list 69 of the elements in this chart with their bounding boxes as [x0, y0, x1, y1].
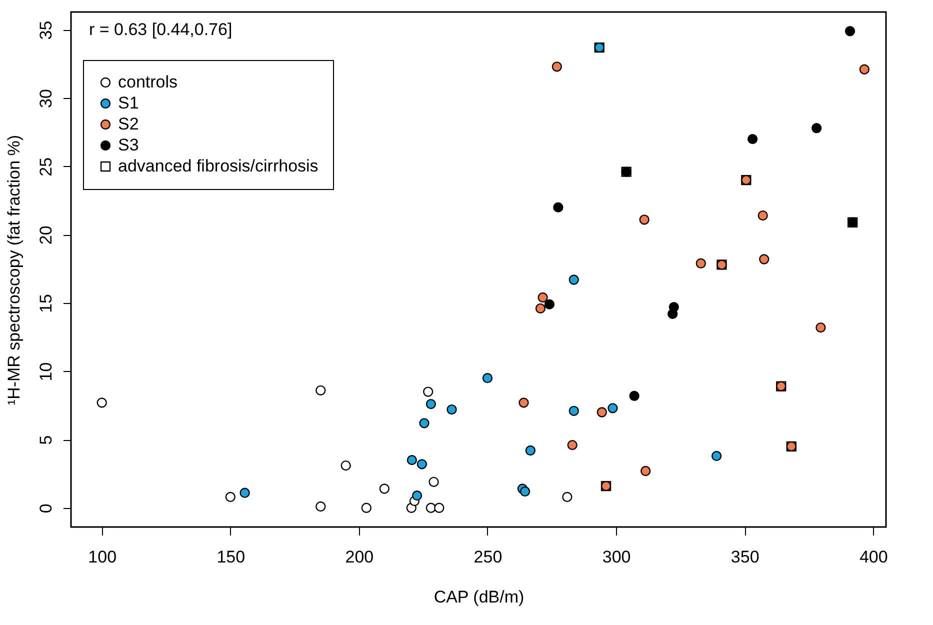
point: [640, 466, 651, 476]
legend-label: controls: [118, 72, 178, 92]
point: [712, 450, 722, 462]
point: [96, 398, 107, 408]
y-axis-title: ¹H-MR spectroscopy (fat fraction %): [4, 134, 24, 406]
point: [747, 134, 758, 144]
point: [426, 502, 436, 513]
x-tick-label: 300: [602, 548, 631, 566]
y-tick-label: 35: [36, 20, 56, 40]
x-tick-label: 400: [859, 548, 888, 566]
point: [567, 440, 578, 450]
point: [520, 486, 530, 497]
y-tick-label: 5: [36, 435, 56, 445]
point: [596, 407, 607, 418]
point: [426, 398, 436, 410]
x-tick-label: 150: [216, 548, 246, 566]
y-tick-label: 30: [36, 89, 56, 108]
point: [608, 403, 618, 414]
legend-label: S1: [118, 94, 139, 112]
point: [316, 385, 326, 396]
point: [812, 123, 822, 134]
point: [758, 210, 768, 221]
y-tick-label: 0: [36, 504, 56, 514]
annotation: r = 0.63 [0.44,0.76]: [89, 20, 232, 39]
point: [535, 303, 546, 314]
legend-label: S2: [118, 114, 139, 134]
point: [568, 274, 579, 285]
point: [225, 492, 236, 502]
x-tick-label: 100: [88, 548, 117, 566]
legend-label: advanced fibrosis/cirrhosis: [118, 156, 318, 176]
point: [340, 460, 351, 471]
x-tick-label: 250: [474, 548, 502, 566]
point: [544, 299, 555, 310]
point: [316, 501, 326, 512]
x-tick-label: 350: [730, 548, 760, 566]
point: [428, 476, 439, 487]
point: [562, 492, 572, 502]
point: [552, 62, 562, 72]
y-tick-label: 15: [36, 294, 56, 313]
point: [759, 254, 770, 264]
y-tick-label: 20: [36, 226, 56, 245]
point: [406, 455, 417, 466]
y-tick-label: 10: [36, 362, 56, 382]
x-axis-title: CAP (dB/m): [434, 588, 524, 606]
point: [816, 322, 826, 333]
point: [482, 373, 493, 384]
point: [696, 258, 706, 268]
point: [668, 302, 679, 312]
point: [434, 502, 444, 513]
point: [446, 404, 457, 415]
point: [553, 202, 564, 212]
point: [639, 214, 650, 225]
point: [416, 459, 428, 470]
point: [423, 386, 434, 397]
point: [629, 390, 640, 401]
point: [518, 398, 529, 408]
legend-label: S3: [118, 136, 139, 154]
point: [419, 418, 430, 428]
point: [568, 406, 579, 416]
point: [844, 26, 856, 36]
point: [379, 484, 390, 494]
point: [240, 488, 250, 498]
point: [859, 64, 870, 74]
x-tick-label: 200: [345, 548, 374, 566]
point: [361, 502, 372, 513]
point: [525, 445, 536, 456]
y-tick-label: 25: [36, 157, 56, 176]
point: [538, 292, 548, 303]
point: [412, 490, 422, 501]
